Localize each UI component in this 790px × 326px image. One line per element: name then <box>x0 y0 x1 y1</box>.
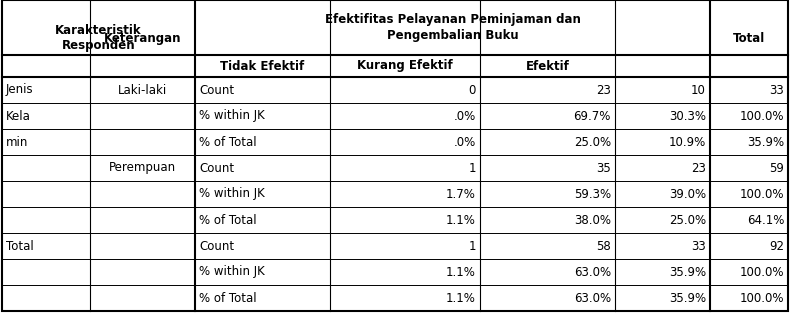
Text: Perempuan: Perempuan <box>109 161 176 174</box>
Text: 1.1%: 1.1% <box>446 291 476 304</box>
Text: % of Total: % of Total <box>199 291 257 304</box>
Text: 100.0%: 100.0% <box>739 265 784 278</box>
Text: 100.0%: 100.0% <box>739 291 784 304</box>
Text: 1.1%: 1.1% <box>446 214 476 227</box>
Text: % of Total: % of Total <box>199 214 257 227</box>
Text: Efektifitas Pelayanan Peminjaman dan
Pengembalian Buku: Efektifitas Pelayanan Peminjaman dan Pen… <box>325 13 581 41</box>
Text: 92: 92 <box>769 240 784 253</box>
Text: 69.7%: 69.7% <box>574 110 611 123</box>
Text: Count: Count <box>199 240 234 253</box>
Text: Count: Count <box>199 161 234 174</box>
Text: 23: 23 <box>691 161 706 174</box>
Text: Tidak Efektif: Tidak Efektif <box>220 60 305 72</box>
Text: Total: Total <box>733 32 766 45</box>
Text: 25.0%: 25.0% <box>669 214 706 227</box>
Text: 33: 33 <box>691 240 706 253</box>
Text: 35.9%: 35.9% <box>747 136 784 149</box>
Text: 58: 58 <box>596 240 611 253</box>
Text: 35.9%: 35.9% <box>669 291 706 304</box>
Text: Karakteristik
Responden: Karakteristik Responden <box>55 24 142 52</box>
Text: .0%: .0% <box>453 136 476 149</box>
Text: 30.3%: 30.3% <box>669 110 706 123</box>
Text: Keterangan: Keterangan <box>103 32 181 45</box>
Text: 100.0%: 100.0% <box>739 110 784 123</box>
Text: 1.1%: 1.1% <box>446 265 476 278</box>
Text: 59: 59 <box>769 161 784 174</box>
Text: 35: 35 <box>596 161 611 174</box>
Text: 33: 33 <box>769 83 784 96</box>
Text: 59.3%: 59.3% <box>574 187 611 200</box>
Text: % of Total: % of Total <box>199 136 257 149</box>
Text: min: min <box>6 136 28 149</box>
Text: 39.0%: 39.0% <box>669 187 706 200</box>
Text: Kela: Kela <box>6 110 31 123</box>
Text: % within JK: % within JK <box>199 110 265 123</box>
Text: 63.0%: 63.0% <box>574 265 611 278</box>
Text: Jenis: Jenis <box>6 83 34 96</box>
Text: 23: 23 <box>596 83 611 96</box>
Text: 10: 10 <box>691 83 706 96</box>
Text: 64.1%: 64.1% <box>747 214 784 227</box>
Text: % within JK: % within JK <box>199 187 265 200</box>
Text: 1.7%: 1.7% <box>446 187 476 200</box>
Text: 63.0%: 63.0% <box>574 291 611 304</box>
Text: 0: 0 <box>468 83 476 96</box>
Text: Efektif: Efektif <box>525 60 570 72</box>
Text: % within JK: % within JK <box>199 265 265 278</box>
Text: 100.0%: 100.0% <box>739 187 784 200</box>
Text: .0%: .0% <box>453 110 476 123</box>
Text: 35.9%: 35.9% <box>669 265 706 278</box>
Text: 10.9%: 10.9% <box>669 136 706 149</box>
Text: Count: Count <box>199 83 234 96</box>
Text: 1: 1 <box>468 161 476 174</box>
Text: Laki-laki: Laki-laki <box>118 83 167 96</box>
Text: 1: 1 <box>468 240 476 253</box>
Text: Total: Total <box>6 240 34 253</box>
Text: Kurang Efektif: Kurang Efektif <box>357 60 453 72</box>
Text: 38.0%: 38.0% <box>574 214 611 227</box>
Text: 25.0%: 25.0% <box>574 136 611 149</box>
